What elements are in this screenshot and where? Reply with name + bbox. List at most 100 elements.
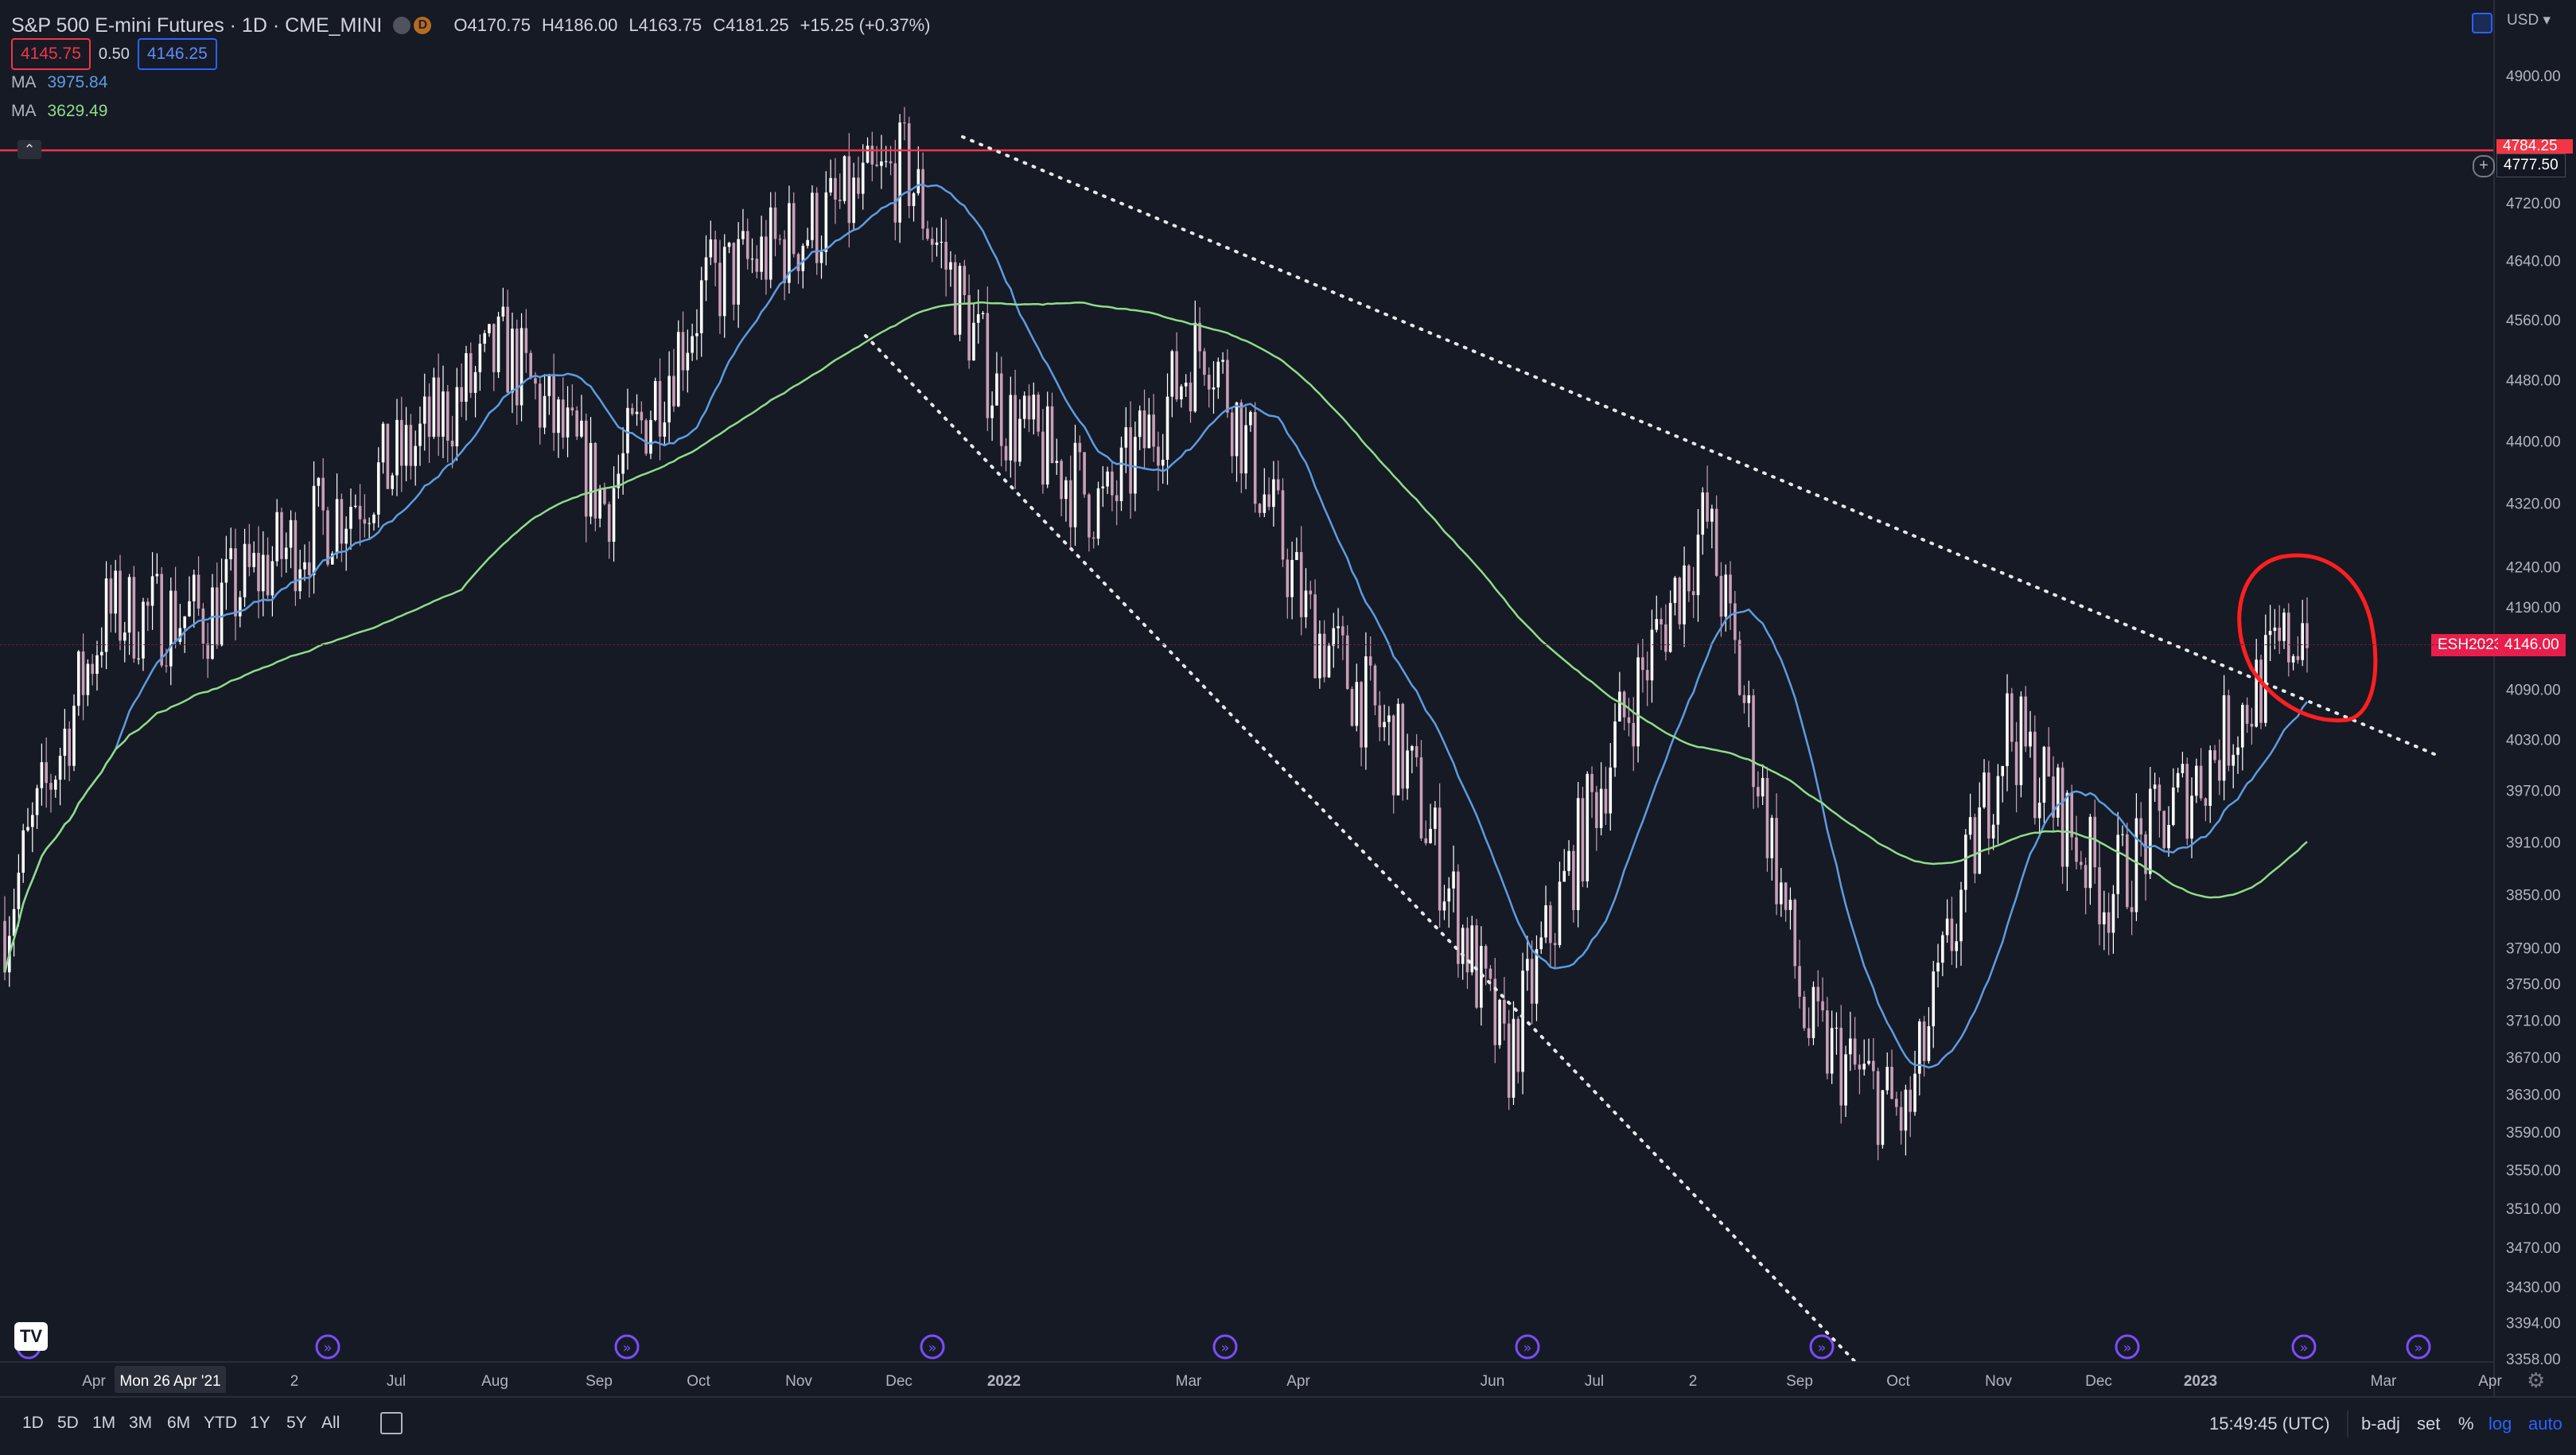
economic-event-icon[interactable] xyxy=(2406,1334,2431,1360)
price-axis[interactable]: 4900.00 4720.00 4640.00 4560.00 4480.00 4400.… xyxy=(2506,68,2561,1368)
economic-event-icon[interactable] xyxy=(2115,1334,2140,1360)
timeframe-5d[interactable]: 5D xyxy=(57,1414,79,1432)
price-chart[interactable]: »»»»»»»»»» 4900.004720.004640.004560.004… xyxy=(0,0,2576,1396)
auto-toggle[interactable]: auto xyxy=(2528,1414,2562,1434)
candle xyxy=(524,309,528,373)
candle xyxy=(2236,736,2239,774)
candle xyxy=(1276,460,1280,495)
candle xyxy=(381,422,385,474)
candle xyxy=(1895,1091,1898,1116)
candle xyxy=(1549,901,1552,967)
timeframe-6m[interactable]: 6M xyxy=(167,1414,191,1432)
candle xyxy=(617,454,621,499)
candle xyxy=(2047,727,2051,777)
timeframe-1d[interactable]: 1D xyxy=(22,1414,44,1432)
candle xyxy=(2250,707,2254,745)
candle xyxy=(704,235,708,302)
candle xyxy=(741,208,745,245)
status-badges[interactable]: D xyxy=(393,17,432,34)
economic-event-icon[interactable] xyxy=(2291,1334,2317,1360)
candle xyxy=(1368,636,1372,681)
economic-event-icon[interactable] xyxy=(315,1334,340,1360)
economic-event-icon[interactable] xyxy=(1515,1334,1540,1360)
candle xyxy=(765,220,768,295)
candle xyxy=(857,156,860,199)
economic-event-icon[interactable] xyxy=(1809,1334,1835,1360)
set-toggle[interactable]: set xyxy=(2417,1414,2441,1434)
divider xyxy=(2347,1410,2348,1437)
compare-icon[interactable] xyxy=(2472,13,2492,33)
candle xyxy=(1235,401,1239,482)
candle xyxy=(2158,777,2162,838)
candle xyxy=(1091,531,1095,549)
timeframe-1y[interactable]: 1Y xyxy=(250,1414,270,1432)
clock[interactable]: 15:49:45 (UTC) xyxy=(2209,1414,2330,1434)
candle xyxy=(188,576,191,617)
time-axis[interactable]: Apr Mon 26 Apr '21 2 Jul Aug Sep Oct Nov Dec 2022… xyxy=(82,1366,2502,1393)
chart-legend: S&P 500 E-mini Futures · 1D · CME_MINI D… xyxy=(11,11,931,126)
bid-price[interactable]: 4145.75 xyxy=(11,38,91,70)
time-tick-label: Mar xyxy=(2371,1373,2397,1390)
candle xyxy=(612,466,616,562)
candle xyxy=(238,590,242,628)
candle xyxy=(1664,604,1667,661)
candle xyxy=(335,473,339,559)
candle xyxy=(2227,689,2231,772)
candle xyxy=(811,185,814,249)
candle xyxy=(1849,1011,1852,1072)
timeframe-5y[interactable]: 5Y xyxy=(286,1414,307,1432)
candle xyxy=(1696,508,1700,622)
timeframe-ytd[interactable]: YTD xyxy=(204,1414,237,1432)
symbol-title[interactable]: S&P 500 E-mini Futures · 1D · CME_MINI xyxy=(11,14,383,37)
economic-event-icon[interactable] xyxy=(920,1334,945,1360)
timeframe-1m[interactable]: 1M xyxy=(92,1414,116,1432)
candle xyxy=(963,259,967,303)
candle xyxy=(1263,468,1267,518)
candle xyxy=(1406,733,1409,800)
candle xyxy=(1645,651,1649,706)
candle xyxy=(1881,1090,1885,1149)
candle xyxy=(649,410,652,460)
candle xyxy=(2006,674,2009,792)
candle xyxy=(257,526,260,619)
candle xyxy=(2245,697,2249,733)
candle xyxy=(2222,675,2226,800)
economic-event-icon[interactable] xyxy=(614,1334,640,1360)
candle xyxy=(340,493,344,562)
timeframe-3m[interactable]: 3M xyxy=(129,1414,153,1432)
timeframe-all[interactable]: All xyxy=(321,1414,340,1432)
candle xyxy=(709,220,713,266)
b-adj-toggle[interactable]: b-adj xyxy=(2361,1414,2400,1434)
candle xyxy=(53,775,57,798)
candle xyxy=(294,512,298,606)
ma-fast-row[interactable]: MA 3975.84 xyxy=(11,68,931,97)
candle xyxy=(796,252,800,285)
tradingview-logo[interactable]: TV xyxy=(14,1322,48,1351)
candle xyxy=(2153,772,2157,802)
log-toggle[interactable]: log xyxy=(2488,1414,2512,1434)
collapse-legend-button[interactable]: ⌃ xyxy=(18,140,41,159)
candle xyxy=(1996,764,2000,844)
candle xyxy=(1609,742,1613,831)
candle xyxy=(1539,921,1543,955)
candle xyxy=(2296,636,2300,664)
add-alert-button[interactable]: + xyxy=(2473,155,2495,177)
candle xyxy=(1618,671,1621,722)
candle xyxy=(2019,691,2023,798)
candle xyxy=(2218,739,2221,796)
candle xyxy=(2144,831,2147,901)
candle xyxy=(2306,597,2309,673)
candle xyxy=(2176,768,2180,793)
economic-event-icon[interactable] xyxy=(1212,1334,1238,1360)
currency-selector[interactable]: USD ▾ xyxy=(2507,11,2551,29)
settings-gear-icon[interactable]: ⚙ xyxy=(2527,1368,2546,1392)
candle xyxy=(2181,752,2185,778)
ma-slow-row[interactable]: MA 3629.49 xyxy=(11,97,931,126)
date-range-icon[interactable] xyxy=(380,1412,403,1434)
candle xyxy=(414,430,417,486)
percent-toggle[interactable]: % xyxy=(2458,1414,2474,1434)
candle xyxy=(691,323,694,361)
ask-price[interactable]: 4146.25 xyxy=(137,38,217,70)
candle xyxy=(2282,608,2286,649)
event-arrow-icon: » xyxy=(1220,1340,1229,1356)
